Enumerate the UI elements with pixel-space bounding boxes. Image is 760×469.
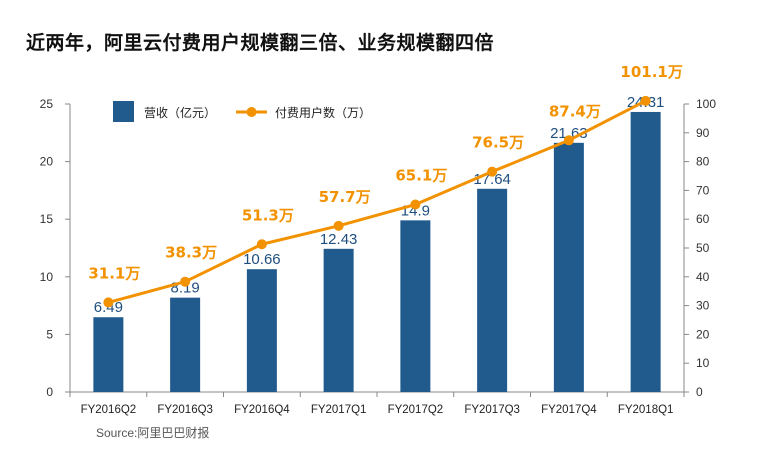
revenue-bar — [630, 111, 661, 393]
left-y-tick-label: 15 — [40, 212, 54, 226]
paying-users-point — [103, 297, 114, 308]
revenue-bar — [170, 297, 201, 392]
right-y-tick-label: 90 — [696, 126, 710, 140]
x-category-label: FY2018Q1 — [618, 404, 674, 416]
source-note: Source:阿里巴巴财报 — [96, 426, 210, 440]
paying-users-label: 31.1万 — [88, 264, 140, 282]
x-category-label: FY2017Q2 — [388, 404, 444, 416]
paying-users-line — [107, 99, 647, 304]
paying-users-point — [640, 95, 651, 106]
left-y-tick-label: 20 — [40, 155, 54, 169]
x-category-label: FY2016Q4 — [234, 404, 290, 416]
x-category-label: FY2017Q1 — [311, 404, 367, 416]
paying-users-label: 38.3万 — [165, 244, 217, 262]
paying-users-point — [487, 166, 498, 177]
revenue-bar-label: 12.43 — [320, 231, 358, 248]
legend-bar-swatch — [113, 101, 134, 122]
revenue-bar — [246, 269, 277, 392]
paying-users-point — [410, 199, 421, 210]
paying-users-label: 57.7万 — [319, 188, 371, 206]
right-y-tick-label: 60 — [696, 212, 710, 226]
revenue-bar-label: 10.66 — [243, 251, 281, 268]
paying-users-label: 65.1万 — [395, 167, 447, 185]
revenue-bar — [553, 142, 584, 392]
left-y-tick-label: 10 — [40, 270, 54, 284]
legend: 营收（亿元） 付费用户数（万） — [113, 101, 371, 122]
revenue-bar — [477, 188, 508, 392]
paying-users-point — [563, 135, 574, 146]
right-y-tick-label: 10 — [696, 356, 710, 370]
x-category-label: FY2017Q3 — [464, 404, 520, 416]
legend-bar-label: 营收（亿元） — [144, 105, 216, 120]
left-y-tick-label: 5 — [46, 327, 53, 341]
left-y-tick-label: 25 — [40, 97, 54, 111]
revenue-bar-label: 21.63 — [550, 125, 588, 142]
right-y-tick-label: 100 — [696, 97, 716, 111]
x-category-label: FY2016Q3 — [157, 404, 213, 416]
right-y-tick-label: 0 — [696, 385, 703, 399]
x-category-label: FY2016Q2 — [81, 404, 137, 416]
revenue-bar — [400, 220, 431, 392]
chart-title: 近两年，阿里云付费用户规模翻三倍、业务规模翻四倍 — [26, 32, 495, 54]
right-y-tick-label: 30 — [696, 299, 710, 313]
line-series: 31.1万 38.3万 51.3万 57.7万 65.1万 76.5万 87.4万 101.1… — [88, 63, 683, 308]
x-category-label: FY2017Q4 — [541, 404, 597, 416]
legend-line-marker — [246, 107, 257, 117]
left-y-tick-label: 0 — [46, 385, 53, 399]
paying-users-label: 87.4万 — [549, 102, 601, 120]
paying-users-point — [256, 239, 267, 250]
right-y-tick-label: 20 — [696, 327, 710, 341]
right-y-tick-label: 40 — [696, 270, 710, 284]
paying-users-label: 76.5万 — [472, 134, 524, 152]
revenue-bar — [323, 248, 354, 392]
paying-users-label: 101.1万 — [620, 63, 682, 81]
right-y-tick-label: 80 — [696, 155, 710, 169]
axes: 0 5 10 15 20 25 0 10 20 30 40 50 60 70 80 90 100 FY2016Q2… — [40, 97, 717, 416]
revenue-bar-label: 6.49 — [94, 299, 123, 316]
right-y-tick-label: 70 — [696, 183, 710, 197]
paying-users-point — [180, 276, 191, 287]
paying-users-label: 51.3万 — [242, 206, 294, 224]
revenue-bar — [93, 317, 124, 392]
paying-users-point — [333, 220, 344, 231]
legend-line-label: 付费用户数（万） — [275, 105, 371, 120]
right-y-tick-label: 50 — [696, 241, 710, 255]
